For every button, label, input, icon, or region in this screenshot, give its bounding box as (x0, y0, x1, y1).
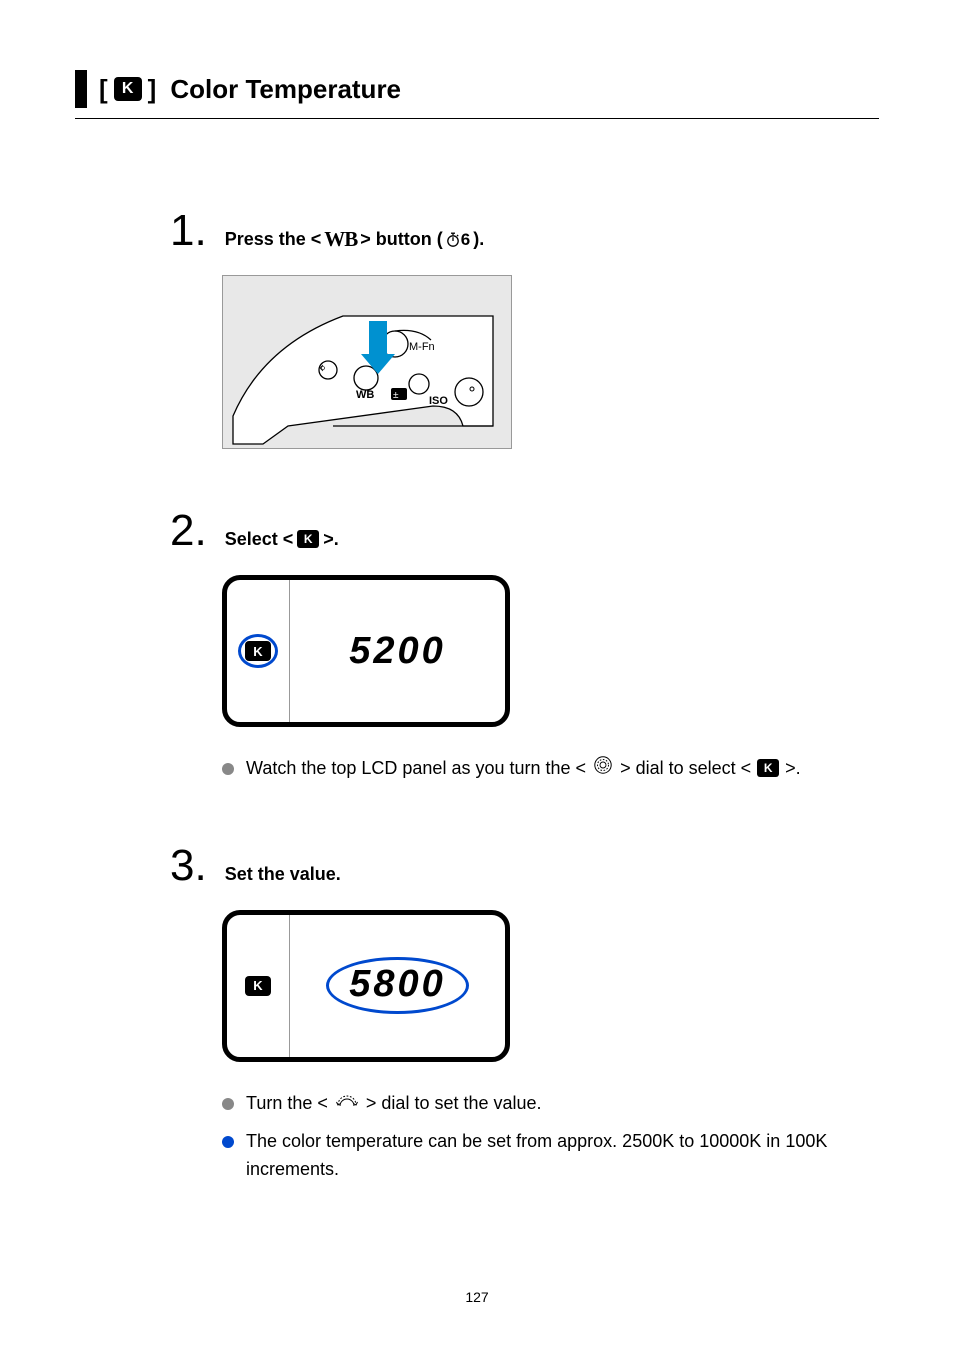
bullet-dot-icon (222, 763, 234, 775)
bullet3b-text: The color temperature can be set from ap… (246, 1131, 827, 1179)
step-title: Select < K >. (225, 529, 339, 550)
bullet2-text-1: Watch the top LCD panel as you turn the … (246, 758, 591, 778)
step-2: 2. Select < K >. K 5200 (170, 509, 879, 784)
bullet-dot-icon (222, 1098, 234, 1110)
k-icon-circled: K (238, 634, 278, 668)
bullet-item: Watch the top LCD panel as you turn the … (222, 755, 862, 784)
heading-bracket-open: [ (99, 74, 108, 105)
lcd-value: 5200 (290, 630, 505, 673)
bullet-item: Turn the < > dial to set the value. (222, 1090, 862, 1118)
heading-title: [ K ] Color Temperature (99, 74, 401, 105)
step-3: 3. Set the value. K 5800 (170, 844, 879, 1184)
bullet3a-text-2: > dial to set the value. (366, 1093, 542, 1113)
heading-text: Color Temperature (170, 74, 401, 105)
step-title: Press the < WB > button ( 6 ). (225, 227, 485, 252)
step1-text-before: Press the < (225, 229, 322, 250)
mfn-label: M-Fn (409, 341, 435, 353)
k-icon: K (757, 759, 779, 777)
step3-title: Set the value. (225, 864, 341, 885)
step-number: 1. (170, 209, 207, 253)
k-icon: K (245, 641, 271, 661)
step3-lcd: K 5800 (222, 910, 510, 1062)
page-number: 127 (0, 1289, 954, 1305)
step-title: Set the value. (225, 864, 341, 885)
k-icon: K (297, 530, 319, 548)
bullet-dot-icon (222, 1136, 234, 1148)
main-dial-icon (335, 1090, 359, 1118)
lcd-value-highlighted: 5800 (326, 957, 469, 1014)
section-heading: [ K ] Color Temperature (75, 70, 879, 119)
step1-text-mid: > button ( (360, 229, 442, 250)
heading-bar (75, 70, 87, 108)
step2-text-before: Select < (225, 529, 294, 550)
step2-text-after: >. (323, 529, 339, 550)
svg-text:±: ± (393, 390, 399, 401)
step2-lcd: K 5200 (222, 575, 510, 727)
step1-illustration: M-Fn WB ± (222, 275, 512, 449)
timer-icon: 6 (446, 230, 470, 250)
step-number: 2. (170, 509, 207, 553)
step-number: 3. (170, 844, 207, 888)
svg-text:WB: WB (356, 389, 374, 401)
step-1: 1. Press the < WB > button ( 6 (170, 209, 879, 449)
svg-text:ISO: ISO (429, 395, 448, 407)
quick-dial-icon (593, 755, 613, 784)
k-icon: K (245, 976, 271, 996)
k-icon: K (114, 77, 142, 101)
heading-bracket-close: ] (148, 74, 157, 105)
timer-value: 6 (461, 230, 470, 250)
bullet2-text-2: > dial to select < (620, 758, 756, 778)
step1-text-after: ). (473, 229, 484, 250)
bullet-item: The color temperature can be set from ap… (222, 1128, 862, 1184)
bullet2-text-3: >. (785, 758, 801, 778)
wb-icon: WB (324, 227, 357, 252)
bullet3a-text-1: Turn the < (246, 1093, 333, 1113)
